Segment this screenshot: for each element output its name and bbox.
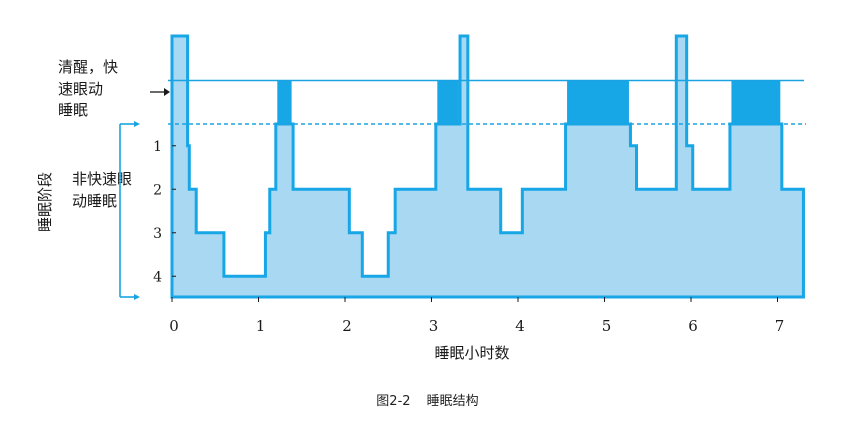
rem-block-2 — [437, 80, 459, 124]
nrem-bracket-top-arrow — [134, 121, 140, 127]
rem-pointer-arrowhead — [164, 88, 170, 96]
y-tick-label-4: 4 — [153, 269, 162, 285]
nrem-label-line1: 非快速眼 — [72, 170, 132, 188]
axis-layer: 1 2 3 4 0 1 2 3 4 5 6 7 — [153, 139, 784, 335]
hypnogram-area — [170, 34, 805, 299]
figure-number: 图2-2 — [376, 394, 411, 409]
x-tick-label-1: 1 — [256, 317, 266, 335]
area-layer — [170, 34, 805, 299]
x-tick-label-2: 2 — [342, 317, 352, 335]
hypnogram-chart: 1 2 3 4 0 1 2 3 4 5 6 7 清醒，快 速眼动 睡眠 非快速眼 动睡眠 睡眠阶段 睡… — [36, 34, 806, 362]
x-tick-label-5: 5 — [602, 317, 612, 335]
y-tick-label-3: 3 — [153, 226, 162, 242]
figure-caption: 图2-2 睡眠结构 — [0, 390, 855, 409]
x-tick-label-0: 0 — [169, 317, 179, 335]
overlay-layer — [168, 79, 806, 125]
y-axis-title: 睡眠阶段 — [36, 172, 54, 232]
wake-rem-label-line1: 清醒，快 — [58, 58, 118, 76]
rem-layer — [277, 80, 781, 124]
x-tick-label-3: 3 — [429, 317, 439, 335]
x-axis-title: 睡眠小时数 — [434, 344, 509, 362]
wake-rem-label-line2: 速眼动 — [58, 80, 103, 98]
rem-block-3 — [567, 80, 629, 124]
figure-title: 睡眠结构 — [426, 394, 479, 409]
y-tick-label-2: 2 — [153, 182, 162, 198]
x-tick-label-4: 4 — [515, 317, 525, 335]
nrem-bracket-bottom-arrow — [134, 294, 140, 300]
rem-block-1 — [277, 80, 292, 124]
nrem-label-line2: 动睡眠 — [72, 192, 117, 210]
x-tick-label-7: 7 — [775, 317, 785, 335]
rem-block-4 — [731, 80, 781, 124]
wake-rem-label-line3: 睡眠 — [58, 101, 88, 119]
y-tick-label-1: 1 — [153, 139, 162, 155]
stage-bracket — [119, 88, 170, 300]
x-tick-label-6: 6 — [688, 317, 698, 335]
